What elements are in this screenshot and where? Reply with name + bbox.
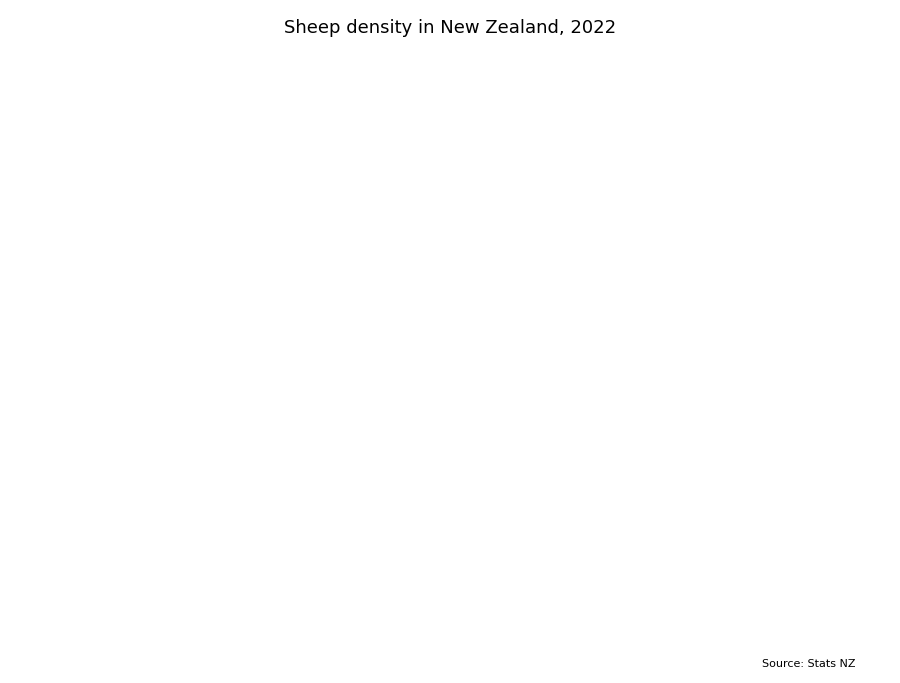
Title: Sheep density in New Zealand, 2022: Sheep density in New Zealand, 2022 <box>284 18 616 37</box>
Text: Source: Stats NZ: Source: Stats NZ <box>761 659 855 669</box>
